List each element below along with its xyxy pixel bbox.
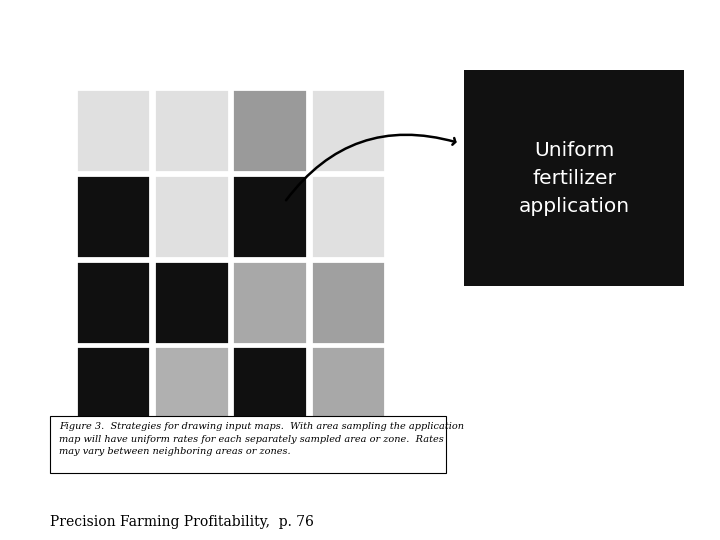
Bar [310, 89, 385, 172]
Bar [154, 175, 229, 258]
Bar [76, 346, 150, 429]
Bar [154, 346, 229, 429]
Text: Figure 3.  Strategies for drawing input maps.  With area sampling the applicatio: Figure 3. Strategies for drawing input m… [59, 422, 464, 456]
Text: Uniform
fertilizer
application: Uniform fertilizer application [518, 141, 630, 215]
Bar [232, 175, 307, 258]
Bar [310, 260, 385, 343]
Bar [310, 346, 385, 429]
Bar [310, 175, 385, 258]
Bar [76, 175, 150, 258]
Bar [154, 89, 229, 172]
Text: Precision Farming Profitability,  p. 76: Precision Farming Profitability, p. 76 [50, 515, 314, 529]
Bar [154, 260, 229, 343]
Bar [76, 260, 150, 343]
Bar [232, 346, 307, 429]
Bar [50, 416, 446, 472]
Bar [464, 70, 684, 286]
Bar [76, 89, 150, 172]
Bar [232, 89, 307, 172]
Bar [232, 260, 307, 343]
